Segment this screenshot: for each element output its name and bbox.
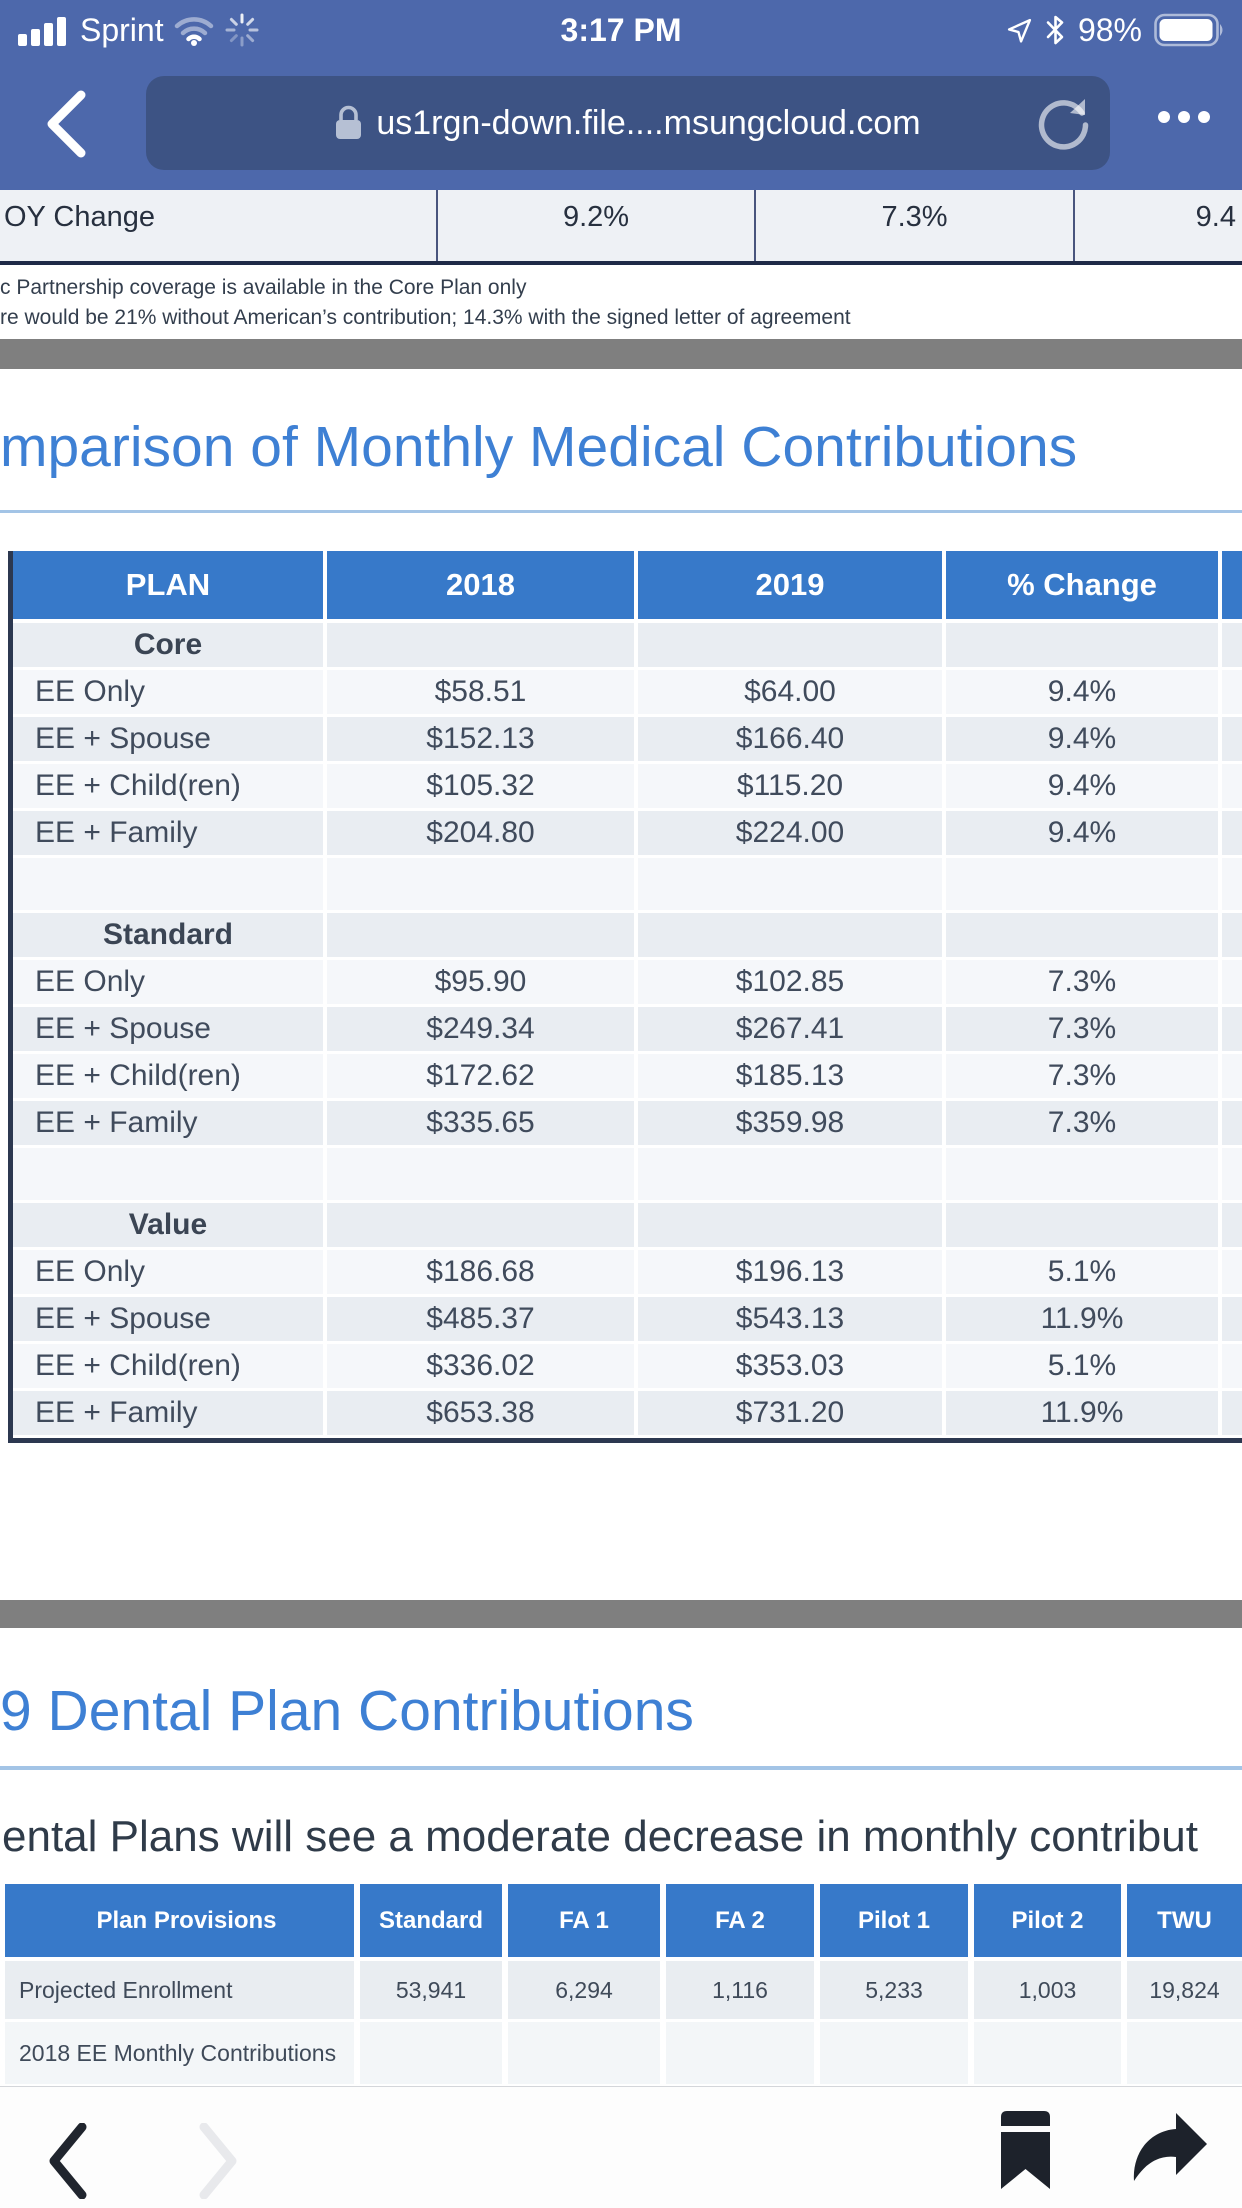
column-header: FA 2 <box>666 1884 814 1957</box>
column-header: 2018 <box>327 551 634 619</box>
dental-section-title: 9 Dental Plan Contributions <box>0 1679 694 1743</box>
footnote-line2: re would be 21% without American’s contr… <box>0 306 851 329</box>
table-row: EE + Spouse $485.37 $543.13 11.9% <box>13 1297 1242 1341</box>
footnote-line1: c Partnership coverage is available in t… <box>0 276 527 299</box>
url-toolbar: us1rgn-down.file....msungcloud.com <box>0 60 1242 190</box>
more-menu-button[interactable] <box>1158 111 1210 123</box>
bottom-toolbar <box>0 2086 1242 2208</box>
medical-contributions-table: PLAN 2018 2019 % Change Core EE Only $58.… <box>8 551 1242 1443</box>
browser-back-button[interactable] <box>44 90 88 158</box>
lock-icon <box>336 105 362 139</box>
safari-chrome: Sprint <box>0 0 1242 190</box>
table-row: Projected Enrollment 53,941 6,294 1,116 … <box>5 1961 1242 2019</box>
yoy-value: 9.2% <box>438 190 756 261</box>
table-row: EE Only $95.90 $102.85 7.3% <box>13 960 1242 1004</box>
table-row: EE Only $186.68 $196.13 5.1% <box>13 1250 1242 1294</box>
table-spacer-row <box>13 1148 1242 1200</box>
slide-divider <box>0 1600 1242 1628</box>
yoy-change-table-fragment: OY Change 9.2% 7.3% 9.4 <box>0 190 1242 265</box>
table-row: EE + Spouse $152.13 $166.40 9.4% <box>13 717 1242 761</box>
column-header: TWU <box>1127 1884 1242 1957</box>
table-row: 2018 EE Monthly Contributions <box>5 2022 1242 2084</box>
slide-divider <box>0 339 1242 369</box>
table-row: EE + Child(ren) $105.32 $115.20 9.4% <box>13 764 1242 808</box>
table-row: EE + Family $335.65 $359.98 7.3% <box>13 1101 1242 1145</box>
column-header: Standard <box>360 1884 502 1957</box>
carrier-label: Sprint <box>80 11 164 48</box>
yoy-value: 9.4 <box>1195 201 1236 233</box>
status-bar: Sprint <box>0 0 1242 60</box>
column-header: Pilot 2 <box>974 1884 1121 1957</box>
table-header-row: Plan Provisions Standard FA 1 FA 2 Pilot… <box>5 1884 1242 1957</box>
table-row: EE + Spouse $249.34 $267.41 7.3% <box>13 1007 1242 1051</box>
column-header: 2019 <box>638 551 942 619</box>
column-header: Plan Provisions <box>5 1884 354 1957</box>
wifi-icon <box>174 16 213 46</box>
yoy-row-label: OY Change <box>0 190 438 261</box>
table-row: EE + Child(ren) $336.02 $353.03 5.1% <box>13 1344 1242 1388</box>
bluetooth-icon <box>1046 15 1064 45</box>
share-forward-icon[interactable] <box>1130 2111 1208 2183</box>
table-bottom-border <box>13 1438 1242 1443</box>
forward-button[interactable] <box>198 2123 238 2199</box>
bookmark-icon[interactable] <box>1001 2111 1050 2189</box>
table-row: EE + Family $653.38 $731.20 11.9% <box>13 1391 1242 1435</box>
table-row: EE + Family $204.80 $224.00 9.4% <box>13 811 1242 855</box>
table-row: Value <box>13 1203 1242 1247</box>
table-row: Core <box>13 623 1242 667</box>
column-header: Pilot 1 <box>820 1884 968 1957</box>
reload-icon[interactable] <box>1036 95 1092 151</box>
dental-subtitle: ental Plans will see a moderate decrease… <box>2 1812 1198 1861</box>
activity-spinner-icon <box>225 13 259 47</box>
table-spacer-row <box>13 858 1242 910</box>
address-bar[interactable]: us1rgn-down.file....msungcloud.com <box>146 76 1110 170</box>
battery-percent: 98% <box>1077 11 1142 48</box>
title-underline <box>0 510 1242 513</box>
table-row: EE Only $58.51 $64.00 9.4% <box>13 670 1242 714</box>
url-text: us1rgn-down.file....msungcloud.com <box>376 103 921 142</box>
battery-icon <box>1154 13 1223 47</box>
title-underline <box>0 1766 1242 1770</box>
back-button[interactable] <box>48 2123 88 2199</box>
table-row: Standard <box>13 913 1242 957</box>
yoy-value: 7.3% <box>756 190 1075 261</box>
medical-section-title: mparison of Monthly Medical Contribution… <box>0 415 1078 479</box>
column-header: % Change <box>946 551 1218 619</box>
table-row: EE + Child(ren) $172.62 $185.13 7.3% <box>13 1054 1242 1098</box>
cell-signal-icon <box>18 17 66 46</box>
table-header-row: PLAN 2018 2019 % Change <box>13 551 1242 619</box>
column-header: FA 1 <box>508 1884 660 1957</box>
clock: 3:17 PM <box>560 11 682 48</box>
column-header: PLAN <box>13 551 323 619</box>
dental-contributions-table: Plan Provisions Standard FA 1 FA 2 Pilot… <box>5 1884 1242 2087</box>
location-arrow-icon <box>1007 18 1032 43</box>
